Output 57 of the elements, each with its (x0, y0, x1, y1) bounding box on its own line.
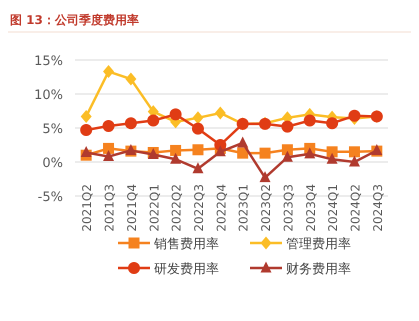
legend-label: 销售费用率 (153, 236, 219, 252)
point (237, 136, 248, 148)
point (103, 65, 114, 78)
legend-label: 财务费用率 (286, 261, 351, 277)
chart-title: 图 13：公司季度费用率 (10, 13, 139, 27)
x-tick-label: 2022Q1 (147, 184, 162, 232)
y-tick-label: 10% (34, 88, 63, 103)
point (103, 142, 114, 154)
point (103, 150, 114, 162)
point (80, 110, 92, 123)
point (237, 148, 248, 159)
point (282, 144, 293, 156)
x-tick-label: 2022Q4 (214, 184, 228, 232)
y-tick-label: 0% (42, 156, 63, 171)
x-tick-label: 2021Q2 (80, 184, 94, 232)
point (326, 117, 338, 130)
point (170, 144, 182, 156)
point (348, 110, 360, 122)
point (281, 120, 294, 133)
point (80, 146, 92, 157)
point (260, 148, 271, 159)
x-tick-label: 2022Q3 (192, 184, 206, 232)
point (192, 111, 204, 124)
point (348, 146, 360, 158)
point (147, 114, 160, 127)
x-tick-label: 2022Q2 (170, 184, 184, 232)
point (125, 72, 136, 86)
x-tick-label: 2023Q2 (259, 184, 274, 232)
x-tick-label: 2024Q1 (326, 184, 340, 232)
point (170, 108, 182, 120)
point (348, 156, 360, 166)
x-tick-label: 2021Q3 (102, 184, 117, 232)
point (214, 106, 226, 120)
x-tick-label: 2021Q4 (124, 184, 139, 232)
point (170, 152, 182, 164)
point (192, 122, 204, 135)
y-tick-label: -5% (38, 190, 63, 205)
y-tick-label: 5% (42, 122, 63, 137)
point (192, 162, 204, 174)
legend-label: 研发费用率 (154, 261, 219, 277)
x-tick-label: 2024Q3 (370, 184, 385, 232)
x-tick-label: 2024Q2 (348, 184, 362, 232)
point (282, 150, 293, 162)
x-tick-label: 2023Q1 (236, 184, 251, 232)
point (80, 124, 92, 136)
point (326, 152, 338, 164)
x-tick-label: 2023Q3 (281, 184, 296, 232)
point (304, 147, 316, 158)
point (260, 171, 271, 182)
point (102, 120, 115, 132)
point (192, 144, 204, 156)
legend-label: 管理费用率 (286, 236, 351, 252)
point (304, 114, 316, 127)
y-tick-label: 15% (34, 54, 63, 69)
point (214, 145, 226, 156)
x-tick-label: 2023Q4 (304, 184, 318, 232)
point (124, 117, 137, 130)
